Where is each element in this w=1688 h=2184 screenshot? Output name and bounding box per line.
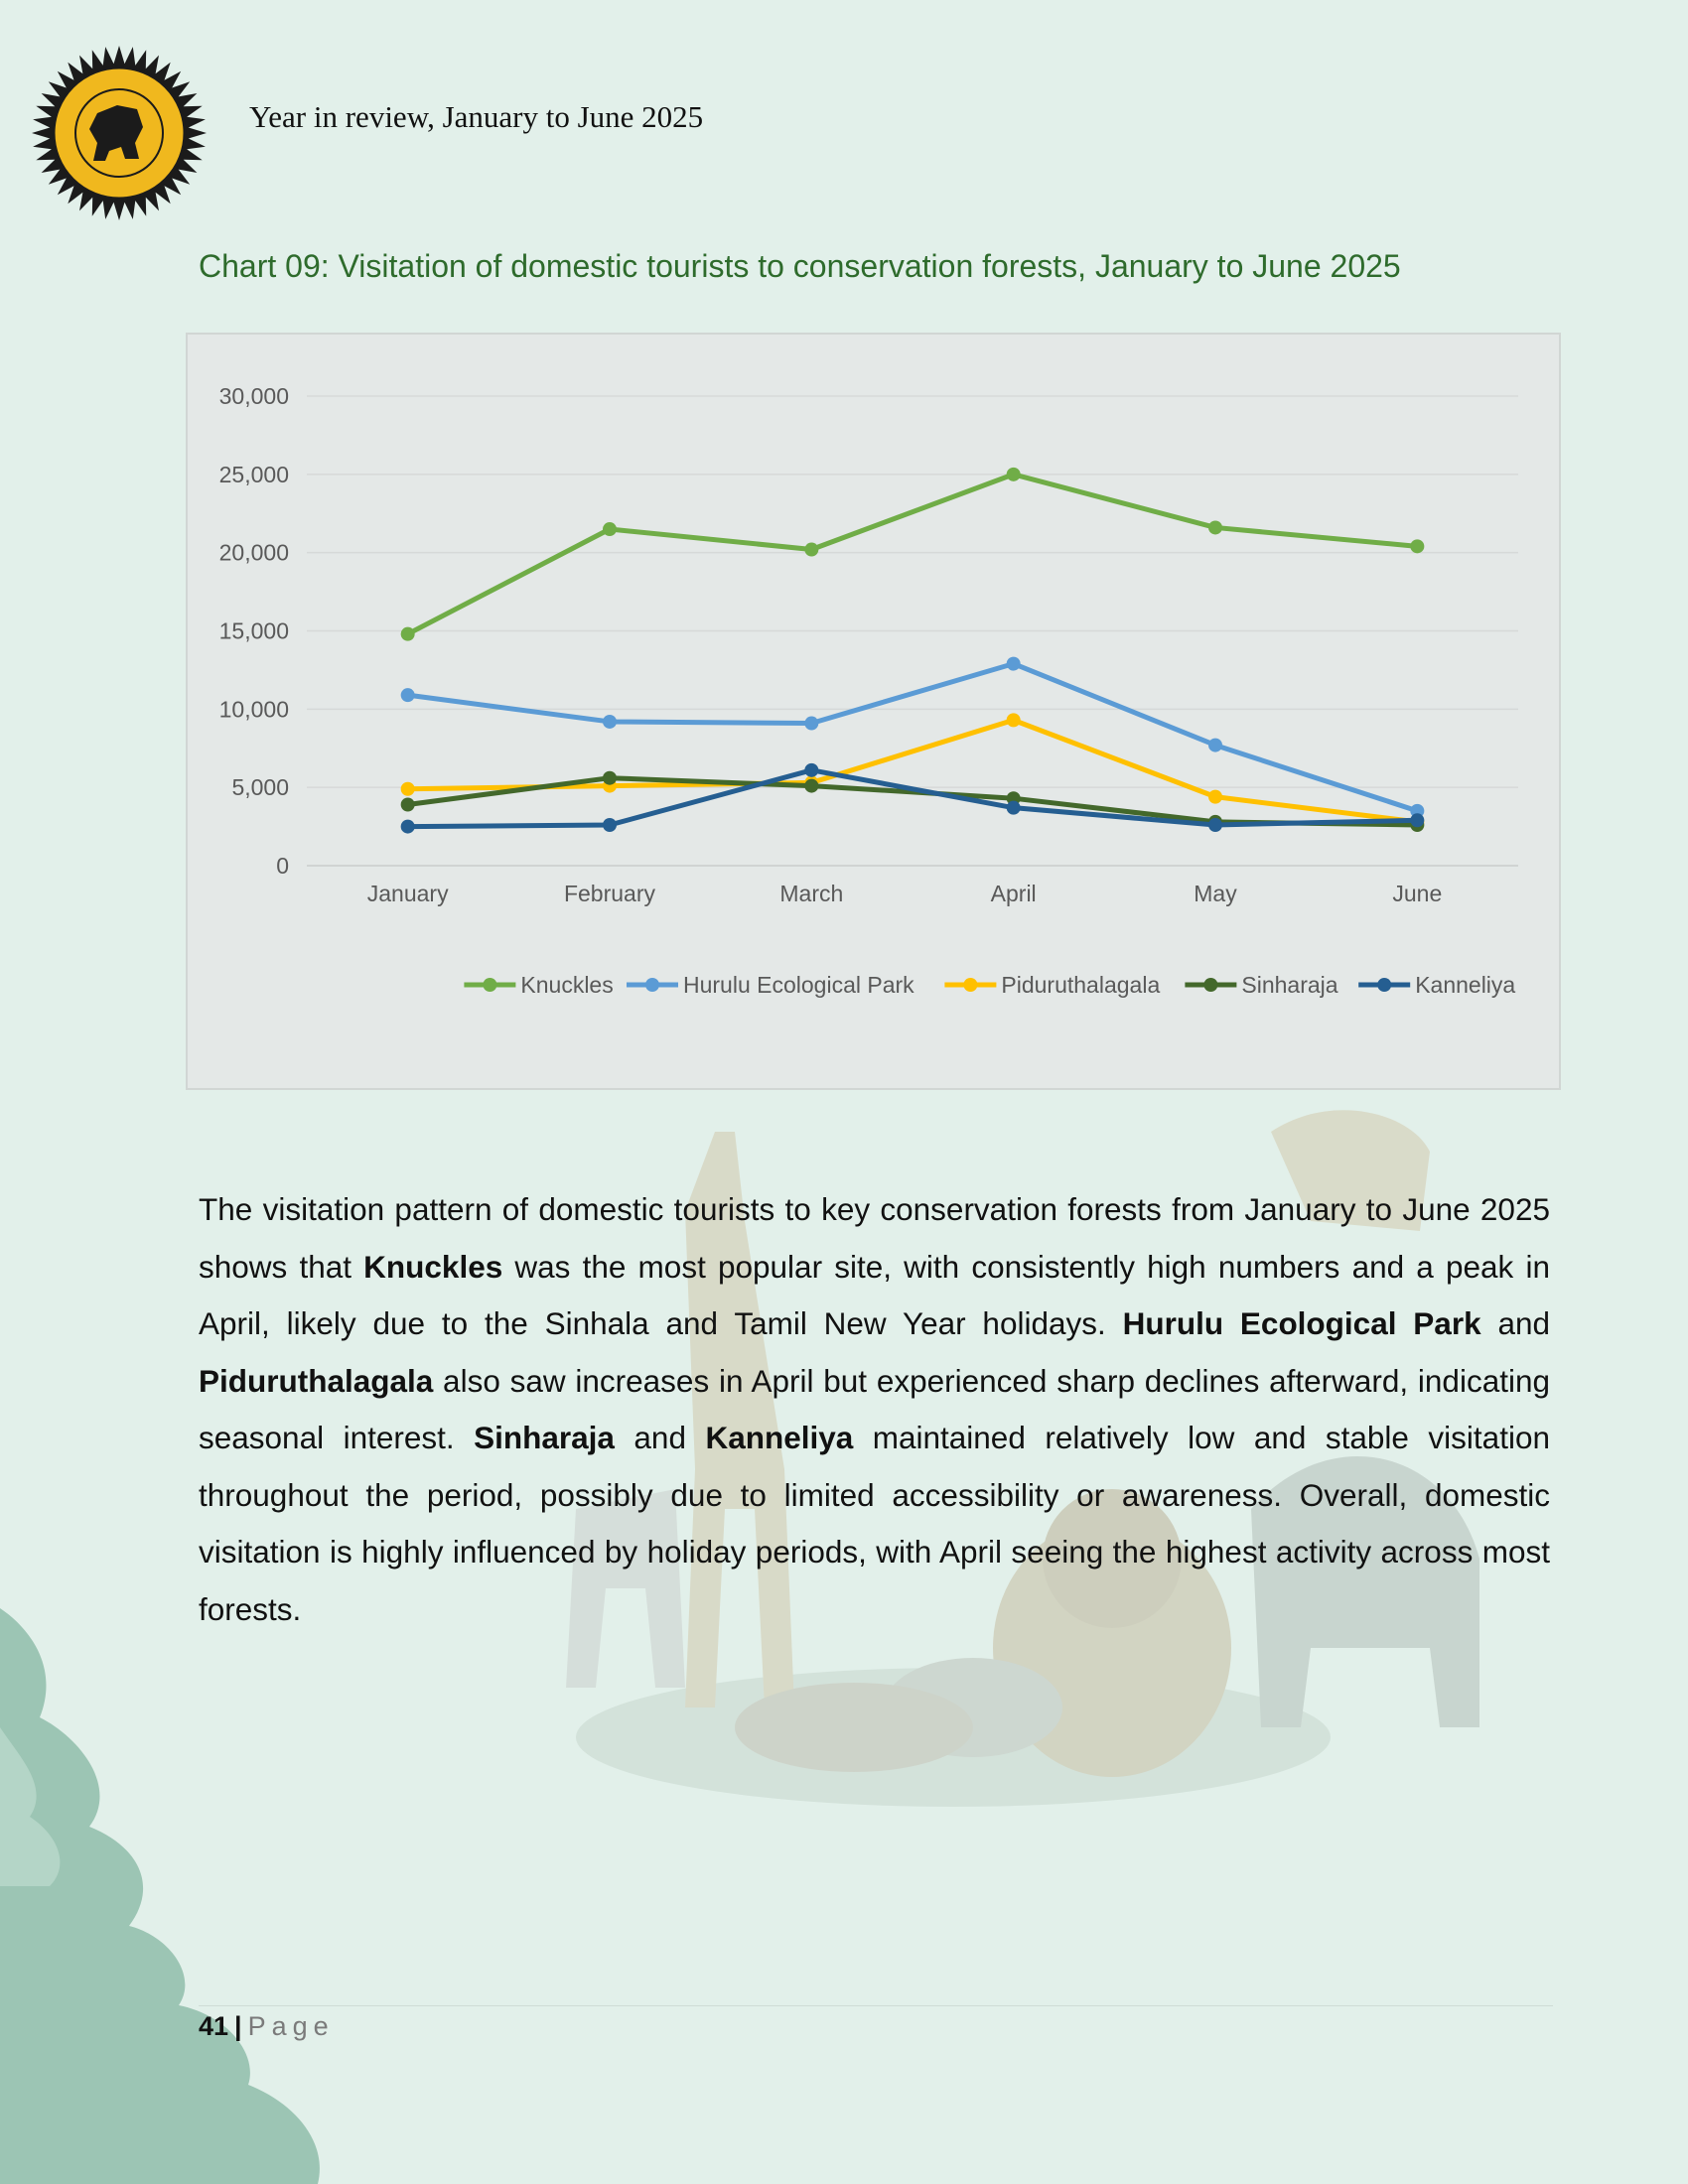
data-point — [1208, 789, 1222, 804]
data-point — [400, 688, 415, 703]
page-footer: 41 | Page — [199, 2011, 335, 2042]
series-piduruthalagala — [400, 713, 1425, 829]
paragraph-text: was the most popular site, with consiste… — [199, 1248, 1550, 1342]
series-line — [405, 717, 1420, 825]
y-tick-label: 10,000 — [219, 696, 289, 722]
data-point — [1410, 813, 1425, 828]
y-tick-label: 30,000 — [219, 383, 289, 409]
x-tick-label: February — [564, 881, 656, 906]
data-point — [804, 778, 819, 793]
y-tick-label: 20,000 — [219, 540, 289, 566]
analysis-paragraph: The visitation pattern of domestic touri… — [199, 1181, 1550, 1638]
series-lines — [400, 467, 1425, 834]
y-tick-label: 5,000 — [231, 774, 289, 800]
paragraph-text: also saw increases in April but experien… — [199, 1362, 1550, 1456]
series-knuckles — [400, 467, 1425, 641]
data-point — [1006, 656, 1021, 671]
legend-label: Piduruthalagala — [1001, 972, 1160, 998]
legend-swatch-marker — [1203, 978, 1218, 992]
x-axis-tick-labels: January February March April May June — [367, 881, 1443, 906]
paragraph-text: and — [614, 1420, 706, 1455]
data-point — [1208, 818, 1222, 833]
data-point — [400, 781, 415, 796]
x-tick-label: April — [991, 881, 1037, 906]
legend-label: Hurulu Ecological Park — [683, 972, 914, 998]
legend-item: Kanneliya — [1358, 972, 1515, 998]
chart-title: Chart 09: Visitation of domestic tourist… — [199, 248, 1401, 284]
x-tick-label: May — [1194, 881, 1237, 906]
footer-separator: | — [234, 2011, 242, 2041]
emphasis-hurulu: Hurulu Ecological Park — [1122, 1305, 1481, 1341]
chart-panel: 0 5,000 10,000 15,000 20,000 25,000 30,000 Jan… — [186, 333, 1561, 1090]
legend-swatch-marker — [963, 978, 978, 992]
emphasis-piduruthalagala: Piduruthalagala — [199, 1362, 434, 1399]
wildlife-illustration — [566, 1110, 1479, 1807]
series-line — [405, 661, 1420, 814]
data-point — [1208, 738, 1222, 752]
data-point — [603, 714, 617, 729]
series-line — [405, 767, 1420, 830]
page-number: 41 — [199, 2011, 229, 2041]
data-point — [804, 542, 819, 557]
paragraph-text: maintained relatively low and stable vis… — [199, 1420, 1550, 1627]
data-point — [603, 818, 617, 833]
emphasis-kanneliya: Kanneliya — [705, 1420, 854, 1455]
series-line — [405, 472, 1420, 637]
footer-divider — [199, 2005, 1553, 2006]
x-tick-label: January — [367, 881, 449, 906]
emphasis-sinharaja: Sinharaja — [474, 1420, 615, 1455]
data-point — [1006, 713, 1021, 728]
data-point — [1208, 520, 1222, 535]
legend-label: Kanneliya — [1415, 972, 1515, 998]
paragraph-text: The visitation pattern of domestic touri… — [199, 1191, 1550, 1285]
data-point — [400, 819, 415, 834]
y-tick-label: 25,000 — [219, 462, 289, 487]
legend-swatch-marker — [1377, 978, 1392, 992]
data-point — [400, 797, 415, 812]
tourism-authority-seal-logo — [32, 46, 207, 220]
data-point — [1006, 800, 1021, 815]
chart-legend: Knuckles Hurulu Ecological Park Piduruthal… — [464, 972, 1515, 998]
data-point — [400, 626, 415, 641]
data-point — [804, 762, 819, 777]
data-point — [603, 522, 617, 537]
series-kanneliya — [400, 762, 1425, 834]
data-point — [1006, 467, 1021, 481]
legend-swatch-marker — [645, 978, 659, 992]
emphasis-knuckles: Knuckles — [363, 1248, 503, 1285]
legend-item: Knuckles — [464, 972, 614, 998]
x-tick-label: June — [1392, 881, 1442, 906]
y-tick-label: 0 — [276, 853, 289, 879]
data-point — [1410, 539, 1425, 554]
paragraph-text: and — [1480, 1305, 1551, 1341]
line-chart: 0 5,000 10,000 15,000 20,000 25,000 30,000 Jan… — [219, 383, 1518, 998]
legend-label: Knuckles — [520, 972, 613, 998]
legend-swatch-marker — [483, 978, 497, 992]
y-tick-label: 15,000 — [219, 618, 289, 644]
data-point — [603, 770, 617, 785]
decorative-leaf-shape — [0, 1608, 320, 2184]
data-point — [804, 716, 819, 731]
document-header-title: Year in review, January to June 2025 — [249, 99, 704, 134]
page-word: Page — [247, 2011, 335, 2041]
legend-label: Sinharaja — [1241, 972, 1337, 998]
y-axis-tick-labels: 0 5,000 10,000 15,000 20,000 25,000 30,000 — [219, 383, 289, 879]
legend-item: Piduruthalagala — [944, 972, 1160, 998]
legend-item: Hurulu Ecological Park — [627, 972, 914, 998]
legend-item: Sinharaja — [1185, 972, 1338, 998]
x-tick-label: March — [779, 881, 843, 906]
